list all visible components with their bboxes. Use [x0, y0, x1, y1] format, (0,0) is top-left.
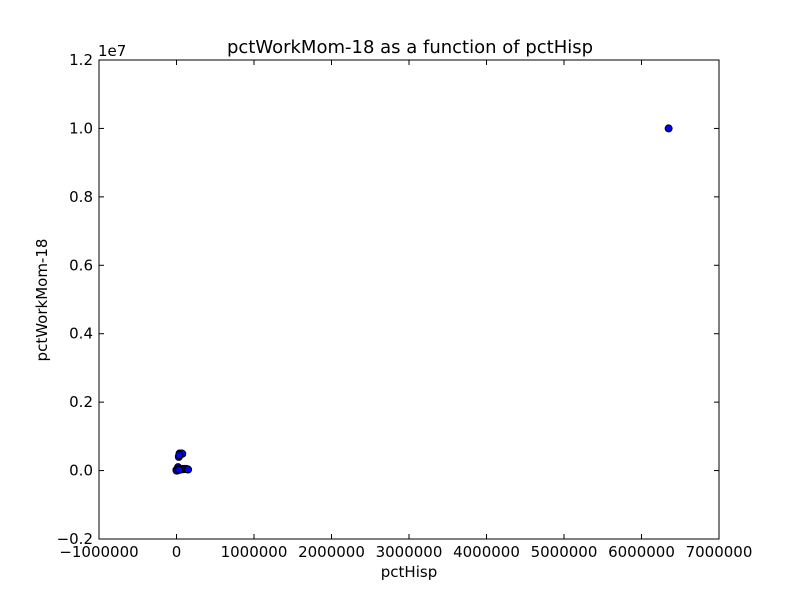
y-axis-ticks: −0.2 0.0 0.2 0.4 0.6 0.8 1.0 1.2 — [57, 51, 719, 548]
x-tick-label: 2000000 — [298, 543, 365, 561]
data-points — [172, 124, 673, 475]
data-point — [175, 465, 184, 474]
y-tick-label: 0.6 — [69, 256, 93, 274]
x-axis-ticks: −1000000 0 1000000 2000000 3000000 4000000 500… — [59, 60, 752, 561]
plot-area — [98, 59, 720, 540]
y-tick-label: 0.8 — [69, 188, 93, 206]
y-tick-label: 0.0 — [69, 462, 93, 480]
y-tick-label: 0.4 — [69, 325, 93, 343]
x-axis-title: pctHisp — [381, 563, 437, 581]
chart-title: pctWorkMom-18 as a function of pctHisp — [227, 37, 593, 58]
y-tick-label: 0.2 — [69, 393, 93, 411]
y-offset-label: 1e7 — [98, 42, 126, 60]
x-tick-label: 7000000 — [686, 543, 753, 561]
data-point — [175, 451, 184, 460]
x-tick-label: 5000000 — [531, 543, 598, 561]
y-tick-label: 1.0 — [69, 119, 93, 137]
x-tick-label: 0 — [172, 543, 182, 561]
data-point — [184, 465, 193, 474]
x-tick-label: 6000000 — [608, 543, 675, 561]
x-tick-label: −1000000 — [59, 543, 138, 561]
x-tick-label: 3000000 — [376, 543, 443, 561]
y-tick-label: −0.2 — [57, 530, 93, 548]
x-tick-label: 1000000 — [221, 543, 288, 561]
y-axis-title: pctWorkMom-18 — [33, 239, 51, 362]
x-tick-label: 4000000 — [453, 543, 520, 561]
data-point — [664, 124, 673, 133]
y-tick-label: 1.2 — [69, 51, 93, 69]
